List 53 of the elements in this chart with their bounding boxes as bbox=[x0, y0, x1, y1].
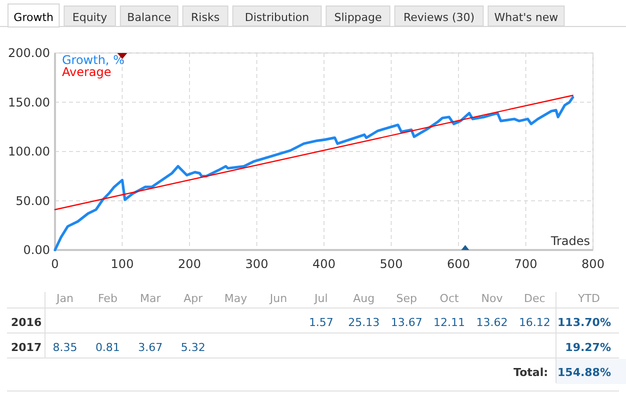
category-label: Growth bbox=[14, 11, 54, 24]
x-tick-label: 400 bbox=[312, 257, 336, 271]
category-label: Oct bbox=[440, 292, 460, 305]
category-label: Feb bbox=[98, 292, 118, 305]
y-tick-label: 150.00 bbox=[8, 95, 50, 110]
y-tick-label: 200.00 bbox=[8, 46, 50, 60]
category-label: 2016 bbox=[11, 316, 42, 329]
y-tick-label: 0.00 bbox=[23, 243, 50, 257]
text: 19.27% bbox=[565, 341, 611, 354]
category-label: Slippage bbox=[334, 11, 382, 24]
category-label: Nov bbox=[481, 292, 504, 305]
category-label: Distribution bbox=[244, 11, 310, 24]
text: 25.13 bbox=[348, 316, 380, 329]
category-label: Jun bbox=[268, 292, 288, 305]
x-tick-label: 100 bbox=[110, 257, 134, 271]
x-tick-label: 500 bbox=[380, 257, 403, 271]
category-label: Mar bbox=[140, 292, 162, 305]
text: Average bbox=[62, 65, 112, 79]
category-label: Aug bbox=[353, 292, 375, 305]
text: 0.81 bbox=[95, 341, 120, 354]
category-label: Apr bbox=[184, 292, 204, 305]
x-tick-label: 300 bbox=[245, 257, 268, 271]
text: Total: bbox=[514, 366, 548, 379]
x-tick-label: 700 bbox=[514, 257, 538, 271]
text: 113.70% bbox=[558, 316, 611, 329]
text: 13.67 bbox=[390, 316, 422, 329]
text: 154.88% bbox=[558, 366, 611, 379]
x-axis-title: Trades bbox=[550, 234, 590, 248]
text: 8.35 bbox=[52, 341, 78, 354]
text: 12.11 bbox=[434, 316, 466, 329]
text: 5.32 bbox=[180, 341, 206, 354]
x-tick-label: 200 bbox=[178, 257, 201, 271]
text: 16.12 bbox=[518, 316, 550, 329]
category-label: Reviews (30) bbox=[403, 11, 475, 24]
x-tick-label: 800 bbox=[582, 257, 604, 271]
category-label: Jul bbox=[314, 292, 328, 305]
category-label: Equity bbox=[72, 11, 108, 24]
category-label: What's new bbox=[494, 11, 558, 24]
category-label: 2017 bbox=[11, 341, 42, 354]
x-tick-label: 0 bbox=[51, 257, 59, 271]
x-tick-label: 600 bbox=[447, 257, 470, 271]
text: 1.57 bbox=[308, 316, 334, 329]
category-label: Risks bbox=[191, 11, 220, 24]
category-label: Balance bbox=[127, 11, 172, 24]
y-tick-label: 100.00 bbox=[8, 144, 50, 158]
category-label: Jan bbox=[56, 292, 74, 305]
y-tick-label: 50.00 bbox=[16, 194, 50, 208]
category-label: YTD bbox=[577, 292, 600, 305]
category-label: Sep bbox=[396, 292, 417, 305]
text: 13.62 bbox=[476, 316, 508, 329]
text: 3.67 bbox=[138, 341, 163, 354]
category-label: May bbox=[224, 292, 248, 305]
category-label: Dec bbox=[524, 292, 546, 305]
